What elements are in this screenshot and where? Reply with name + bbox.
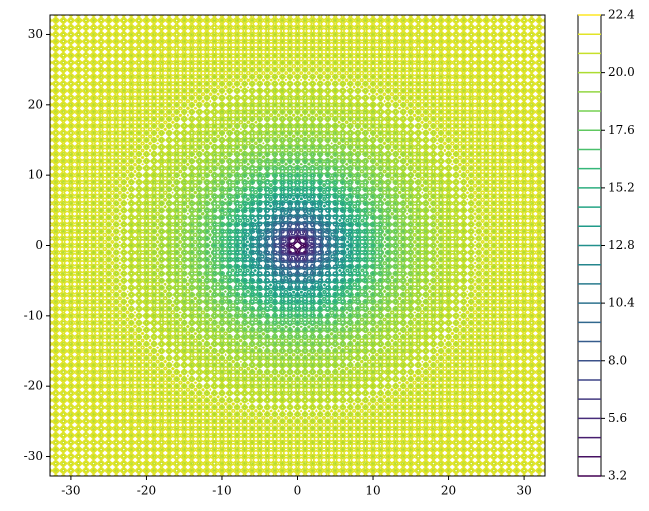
y-tick-label: 20 [28,97,43,111]
x-tick-label: -10 [212,484,231,498]
colorbar-tick-label: 8.0 [608,353,627,367]
y-tick-label: 10 [28,168,43,182]
colorbar-tick-label: 15.2 [608,180,635,194]
x-tick-label: -30 [61,484,80,498]
colorbar-tick-label: 10.4 [608,296,635,310]
colorbar-tick-label: 5.6 [608,411,627,425]
x-tick-label: 0 [294,484,302,498]
colorbar-tick-label: 3.2 [608,469,627,483]
y-tick-label: 30 [28,27,43,41]
x-tick-label: 20 [441,484,456,498]
x-tick-label: 10 [365,484,380,498]
x-tick-label: 30 [516,484,531,498]
colorbar-tick-label: 12.8 [608,238,635,252]
colorbar-tick-label: 20.0 [608,65,635,79]
y-tick-label: -20 [24,379,43,393]
x-tick-label: -20 [137,484,156,498]
y-tick-label: -30 [24,449,43,463]
colorbar-tick-label: 17.6 [608,123,635,137]
colorbar-tick-label: 22.4 [608,8,635,22]
y-tick-label: -10 [24,308,43,322]
y-tick-label: 0 [35,238,43,252]
